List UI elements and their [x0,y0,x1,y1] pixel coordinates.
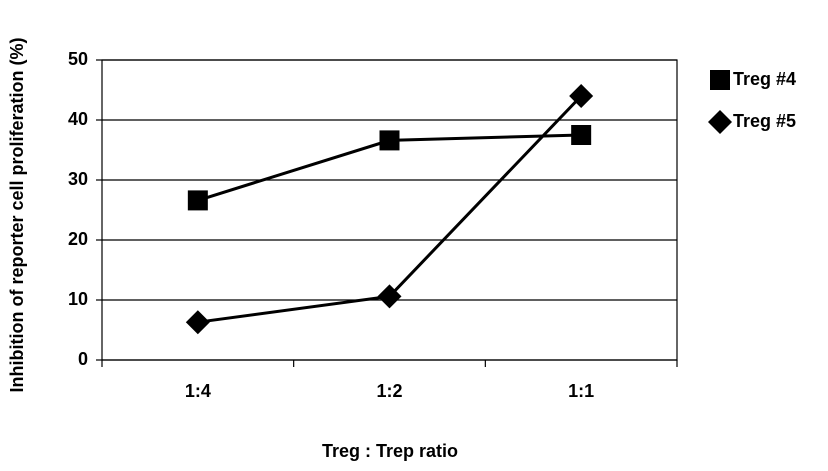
legend-label: Treg #5 [733,111,796,131]
y-tick-label: 50 [68,49,88,69]
y-tick-label: 10 [68,289,88,309]
legend-marker [708,110,732,134]
legend-marker [710,70,730,90]
data-point [187,190,208,211]
y-tick-label: 20 [68,229,88,249]
x-tick-label: 1:1 [568,381,594,401]
y-tick-label: 40 [68,109,88,129]
plot-area [101,59,678,361]
y-tick-label: 0 [78,349,88,369]
data-point [571,125,592,145]
x-tick-label: 1:2 [376,381,402,401]
data-point [569,84,594,108]
y-axis-label: Inhibition of reporter cell proliferatio… [7,37,27,392]
x-tick-label: 1:4 [185,381,211,401]
data-point [185,310,210,335]
data-point [377,284,402,309]
y-tick-label: 30 [68,169,88,189]
x-axis-label: Treg : Trep ratio [322,441,458,461]
data-point [379,130,400,151]
legend-label: Treg #4 [733,69,796,89]
